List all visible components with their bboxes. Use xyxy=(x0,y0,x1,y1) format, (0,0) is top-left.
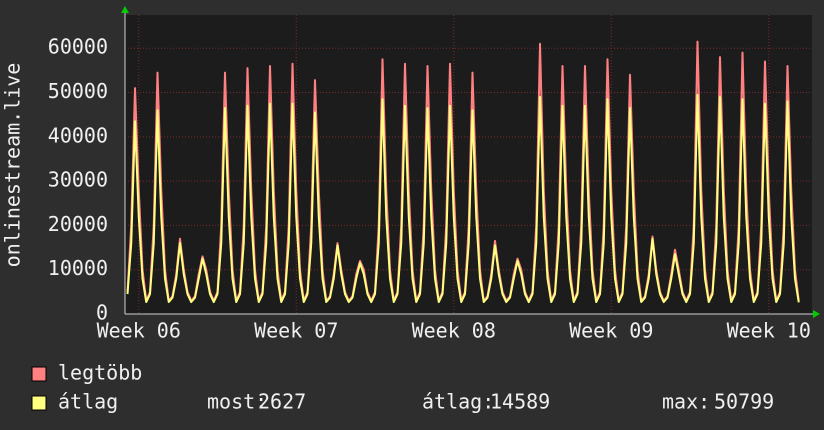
y-tick-label: 40000 xyxy=(48,123,108,147)
legend: legtöbb átlag most:2627 átlag:14589 max: 5079… xyxy=(31,361,774,414)
legend-label: legtöbb xyxy=(58,361,142,385)
legend-swatch xyxy=(31,366,47,382)
stat-label: most: xyxy=(207,390,267,414)
stat-value: 2627 xyxy=(258,390,306,414)
legend-label: átlag xyxy=(58,390,118,414)
x-tick-label: Week 08 xyxy=(412,319,496,343)
stat-label: átlag: xyxy=(422,390,494,414)
series-line xyxy=(126,93,800,304)
stat-value: 14589 xyxy=(490,390,550,414)
y-tick-label: 10000 xyxy=(48,256,108,280)
axis-arrow xyxy=(813,310,820,318)
stat-label: max: xyxy=(662,390,710,414)
lines xyxy=(126,40,800,304)
grid: 0 10000 20000 30000 40000 50000 60000 Week 06 We… xyxy=(48,15,812,343)
y-tick-label: 20000 xyxy=(48,212,108,236)
y-tick-label: 50000 xyxy=(48,79,108,103)
y-axis-label: onlinestream.live xyxy=(1,63,25,268)
x-tick-label: Week 06 xyxy=(97,319,181,343)
x-tick-label: Week 07 xyxy=(254,319,338,343)
y-tick-label: 0 xyxy=(96,301,108,325)
x-tick-label: Week 09 xyxy=(569,319,653,343)
axis-arrow xyxy=(121,6,129,13)
x-tick-label: Week 10 xyxy=(727,319,811,343)
stat-value: 50799 xyxy=(714,390,774,414)
y-tick-label: 30000 xyxy=(48,168,108,192)
y-tick-label: 60000 xyxy=(48,35,108,59)
legend-swatch xyxy=(31,395,47,411)
